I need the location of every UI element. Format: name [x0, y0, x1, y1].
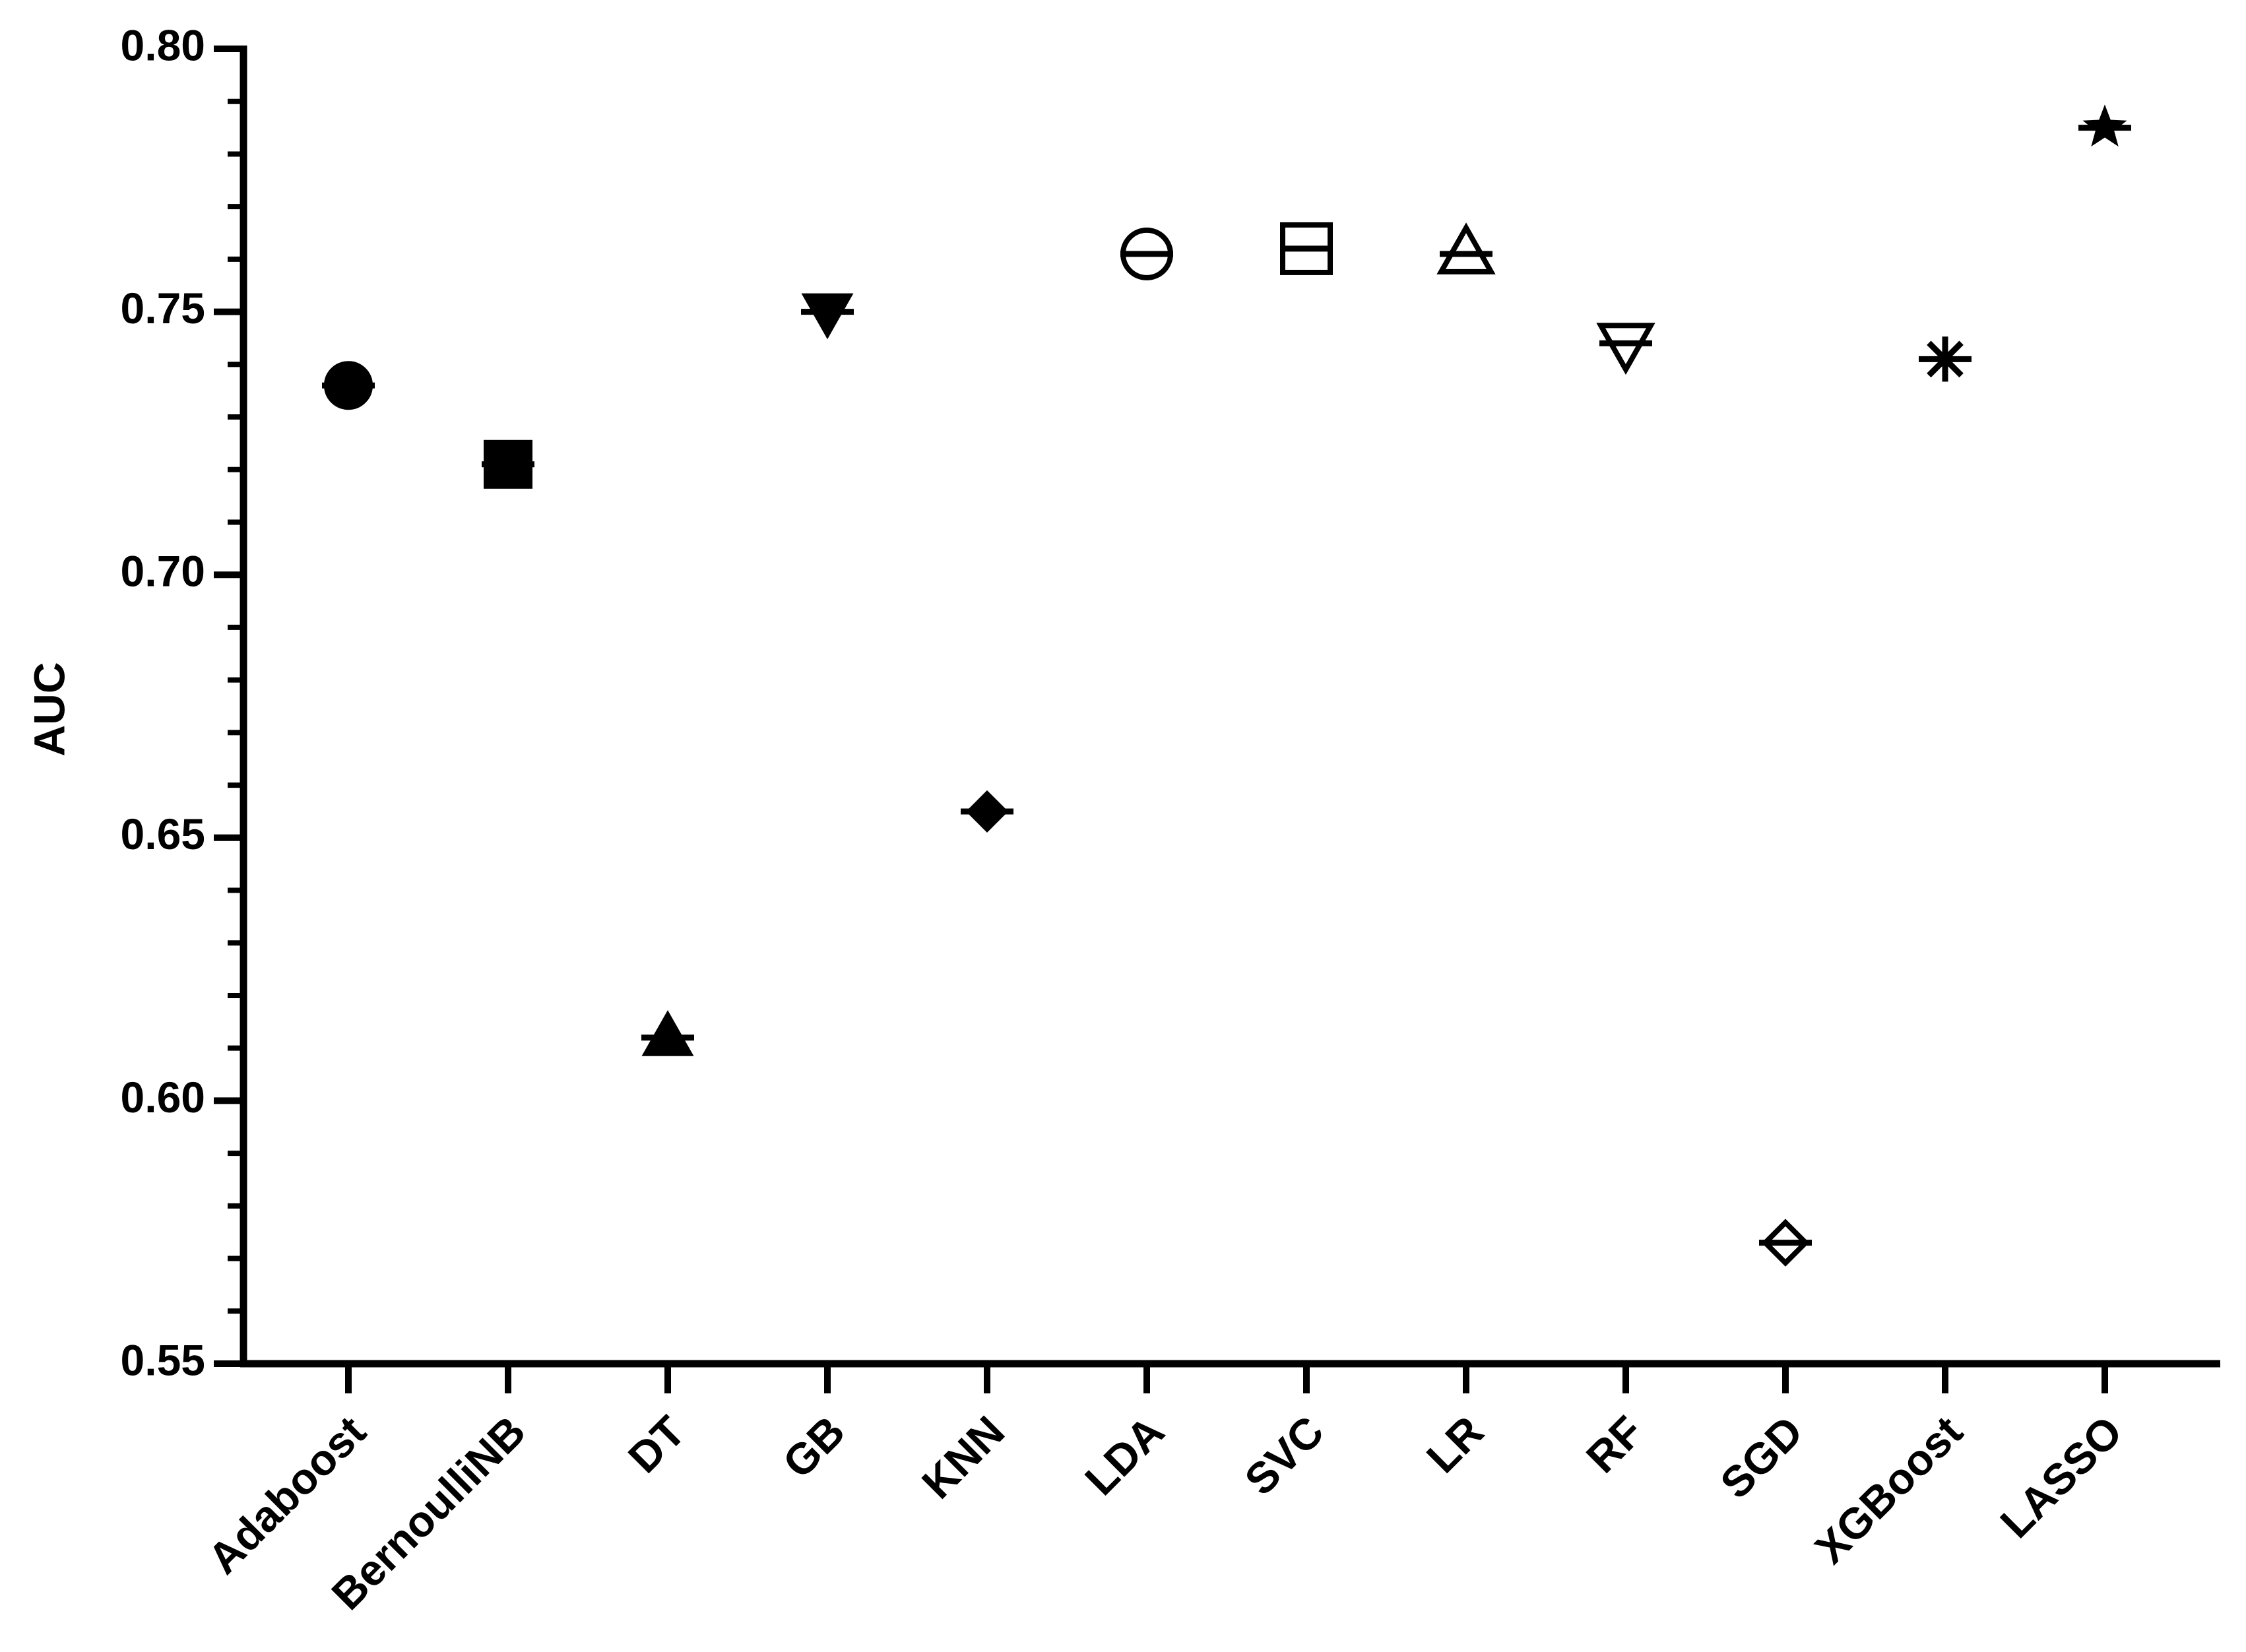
y-tick-label: 0.55: [121, 1335, 205, 1384]
marker: [641, 1010, 694, 1056]
marker: [1596, 323, 1655, 375]
y-tick-label: 0.60: [121, 1073, 205, 1122]
y-tick-label: 0.80: [121, 20, 205, 69]
y-tick-label: 0.65: [121, 810, 205, 858]
y-axis-title: AUC: [24, 662, 73, 757]
marker: [1436, 222, 1496, 274]
y-tick-label: 0.75: [121, 284, 205, 333]
marker: [801, 293, 854, 340]
y-tick-label: 0.70: [121, 547, 205, 596]
